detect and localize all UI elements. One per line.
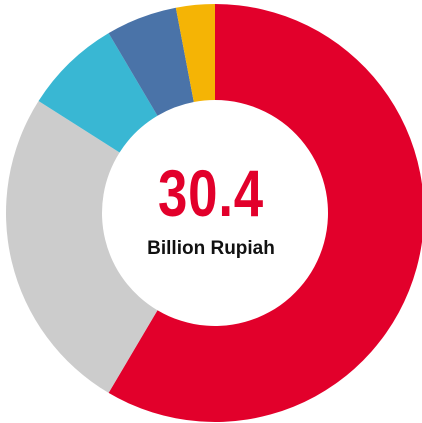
donut-slice-5: [175, 4, 215, 103]
donut-slice-2: [5, 101, 158, 393]
donut-slice-3: [38, 33, 158, 153]
center-unit: Billion Rupiah: [147, 238, 275, 259]
center-value: 30.4: [158, 156, 264, 230]
donut-slice-1: [108, 4, 422, 422]
donut-slice-4: [108, 7, 194, 116]
